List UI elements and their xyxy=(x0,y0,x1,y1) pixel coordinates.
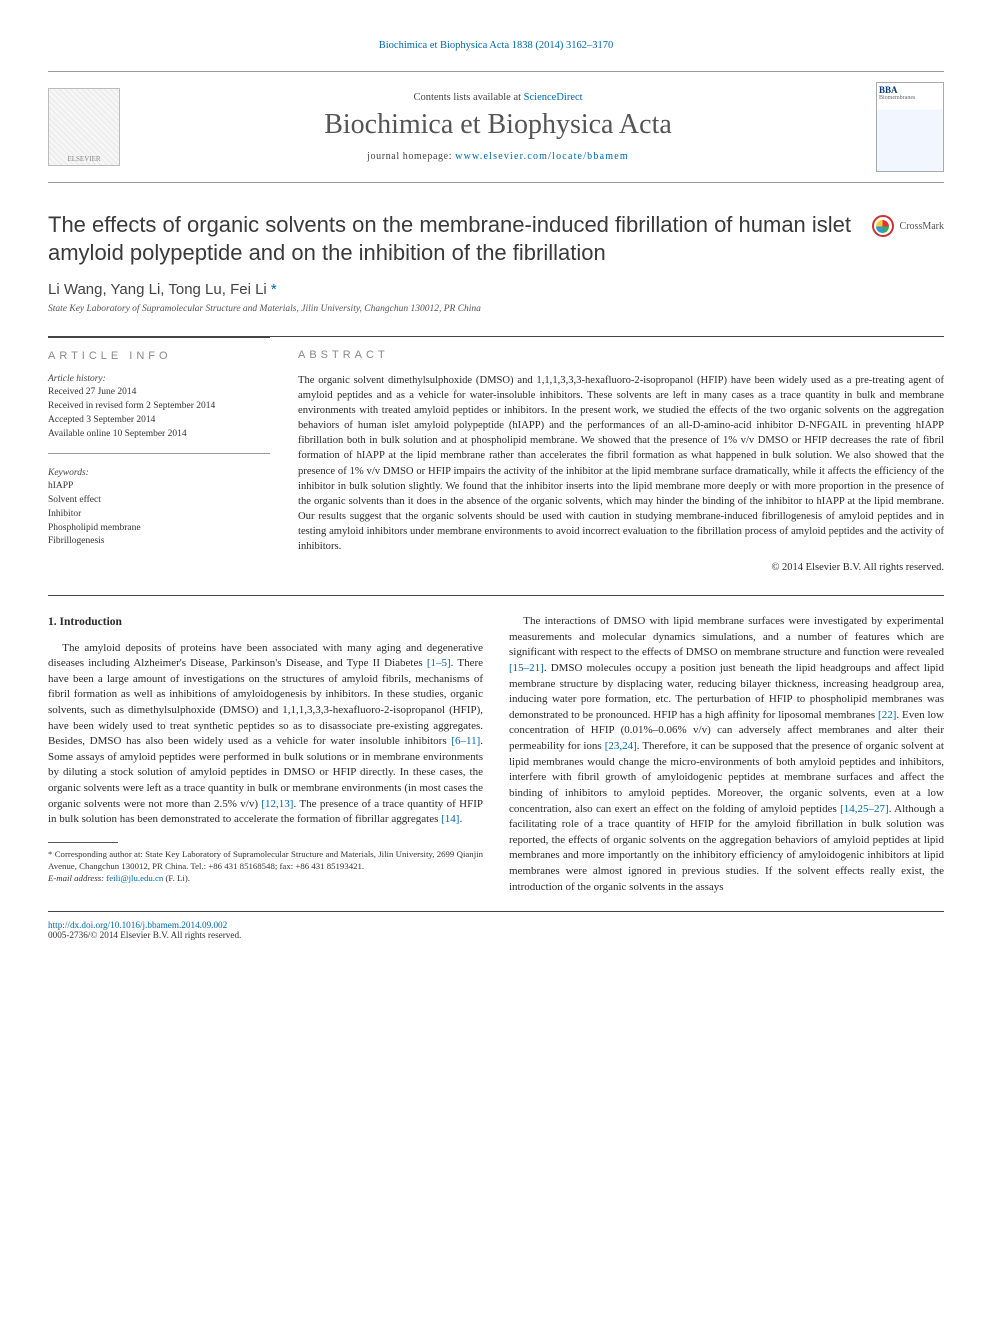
section-1-heading: 1. Introduction xyxy=(48,614,483,630)
crossmark-badge[interactable]: CrossMark xyxy=(872,215,944,237)
keyword: hIAPP xyxy=(48,480,270,494)
corresponding-email-link[interactable]: feili@jlu.edu.cn xyxy=(106,873,163,883)
journal-homepage-link[interactable]: www.elsevier.com/locate/bbamem xyxy=(455,151,629,162)
abstract-section: abstract The organic solvent dimethylsul… xyxy=(298,337,944,575)
abstract-heading: abstract xyxy=(298,349,944,361)
intro-para-2: The interactions of DMSO with lipid memb… xyxy=(509,614,944,895)
keyword: Fibrillogenesis xyxy=(48,535,270,549)
ref-link[interactable]: [14,25–27] xyxy=(840,803,889,815)
intro-para-1: The amyloid deposits of proteins have be… xyxy=(48,641,483,828)
masthead: ELSEVIER Contents lists available at Sci… xyxy=(48,71,944,183)
history-line: Received 27 June 2014 xyxy=(48,386,270,400)
ref-link[interactable]: [6–11] xyxy=(451,735,480,747)
sciencedirect-link[interactable]: ScienceDirect xyxy=(524,92,583,103)
history-line: Received in revised form 2 September 201… xyxy=(48,400,270,414)
history-line: Accepted 3 September 2014 xyxy=(48,414,270,428)
citation-link[interactable]: Biochimica et Biophysica Acta 1838 (2014… xyxy=(379,40,613,51)
article-history-heading: Article history: xyxy=(48,374,270,384)
ref-link[interactable]: [23,24] xyxy=(605,740,637,752)
crossmark-icon xyxy=(872,215,894,237)
article-info-heading: article info xyxy=(48,350,270,362)
issn-copyright-line: 0005-2736/© 2014 Elsevier B.V. All right… xyxy=(48,930,944,940)
contents-lists-line: Contents lists available at ScienceDirec… xyxy=(120,92,876,103)
article-title: The effects of organic solvents on the m… xyxy=(48,211,856,267)
section-divider xyxy=(48,595,944,596)
footnote-rule xyxy=(48,842,118,843)
running-header: Biochimica et Biophysica Acta 1838 (2014… xyxy=(48,40,944,51)
corresponding-author-footnote: * Corresponding author at: State Key Lab… xyxy=(48,849,483,885)
elsevier-logo: ELSEVIER xyxy=(48,88,120,166)
history-line: Available online 10 September 2014 xyxy=(48,428,270,442)
ref-link[interactable]: [22] xyxy=(878,709,896,721)
keyword: Inhibitor xyxy=(48,508,270,522)
ref-link[interactable]: [15–21] xyxy=(509,662,544,674)
ref-link[interactable]: [14] xyxy=(441,813,459,825)
author-line: Li Wang, Yang Li, Tong Lu, Fei Li * xyxy=(48,281,944,298)
abstract-body: The organic solvent dimethylsulphoxide (… xyxy=(298,373,944,553)
doi-link[interactable]: http://dx.doi.org/10.1016/j.bbamem.2014.… xyxy=(48,920,227,930)
corresponding-marker[interactable]: * xyxy=(271,281,277,298)
journal-cover-thumb: BBA Biomembranes xyxy=(876,82,944,172)
journal-name: Biochimica et Biophysica Acta xyxy=(120,109,876,141)
abstract-copyright: © 2014 Elsevier B.V. All rights reserved… xyxy=(298,562,944,573)
ref-link[interactable]: [1–5] xyxy=(427,657,451,669)
keyword: Solvent effect xyxy=(48,494,270,508)
keyword: Phospholipid membrane xyxy=(48,522,270,536)
journal-homepage-line: journal homepage: www.elsevier.com/locat… xyxy=(120,151,876,162)
affiliation: State Key Laboratory of Supramolecular S… xyxy=(48,304,944,314)
crossmark-label: CrossMark xyxy=(900,221,944,232)
keywords-heading: Keywords: xyxy=(48,468,270,478)
body-text: 1. Introduction The amyloid deposits of … xyxy=(48,614,944,895)
ref-link[interactable]: [12,13] xyxy=(261,798,293,810)
page-footer: http://dx.doi.org/10.1016/j.bbamem.2014.… xyxy=(48,911,944,940)
article-info: article info Article history: Received 2… xyxy=(48,337,270,575)
